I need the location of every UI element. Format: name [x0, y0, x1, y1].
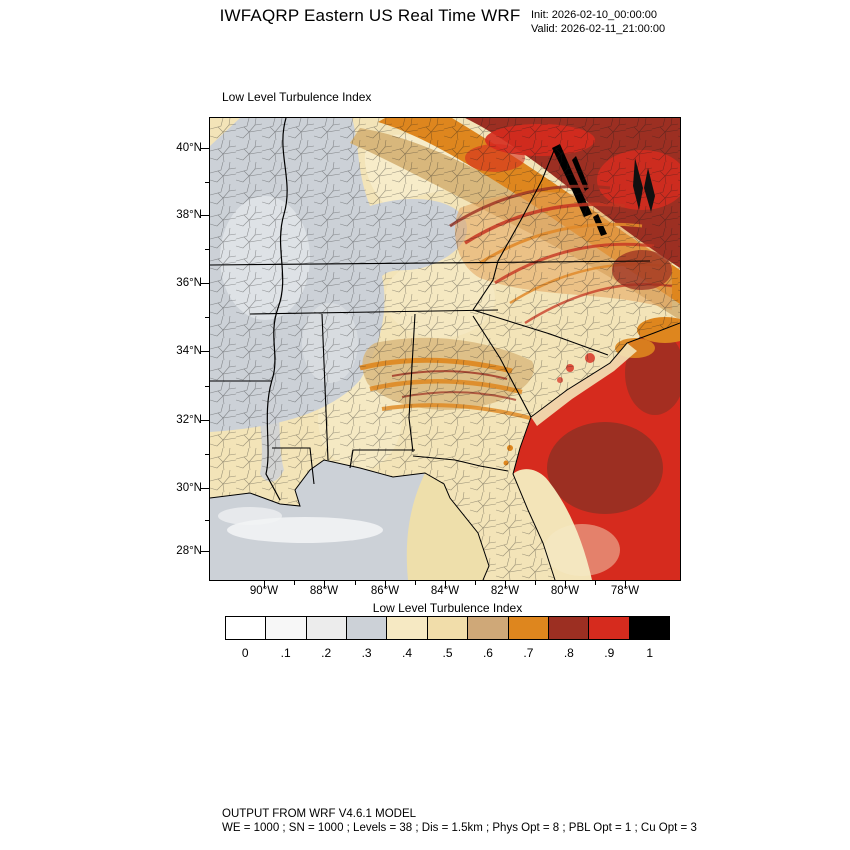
y-minor-tick-mark	[205, 317, 209, 318]
x-minor-tick-mark	[415, 581, 416, 585]
colorbar-cell	[346, 616, 388, 640]
y-minor-tick-mark	[205, 181, 209, 183]
page-title: IWFAQRP Eastern US Real Time WRF	[219, 6, 521, 25]
x-tick-mark	[385, 581, 386, 588]
colorbar-tick-label: 0	[241, 646, 249, 660]
x-minor-tick-mark	[354, 581, 356, 585]
init-timestamp: Init: 2026-02-10_00:00:00	[531, 9, 657, 21]
x-tick-mark	[324, 581, 325, 588]
y-tick-mark	[201, 551, 209, 552]
colorbar-cell	[507, 616, 549, 640]
colorbar-cell	[225, 616, 267, 640]
x-axis-label: 86°W	[370, 585, 400, 597]
colorbar-tick-label: .9	[604, 646, 615, 660]
y-minor-tick-mark	[205, 385, 209, 387]
y-axis-label: 28°N	[176, 545, 202, 557]
x-minor-tick-mark	[294, 581, 295, 585]
x-axis-label: 82°W	[490, 585, 520, 597]
footer-model-line: OUTPUT FROM WRF V4.6.1 MODEL	[222, 808, 417, 820]
map-frame	[209, 117, 693, 581]
y-axis-label: 30°N	[176, 482, 202, 494]
y-tick-mark	[201, 148, 209, 149]
x-tick-mark	[264, 581, 265, 588]
map-canvas	[209, 117, 693, 581]
y-axis-label: 34°N	[176, 345, 202, 357]
colorbar-cell	[588, 616, 630, 640]
colorbar-cell	[547, 616, 590, 640]
y-minor-tick-mark	[205, 519, 209, 521]
y-minor-tick-mark	[205, 249, 209, 250]
y-axis-label: 38°N	[176, 209, 202, 221]
y-minor-tick-mark	[205, 454, 209, 455]
y-tick-mark	[201, 283, 209, 284]
y-tick-mark	[201, 488, 209, 489]
colorbar-cell	[265, 616, 307, 640]
colorbar-cell	[467, 616, 509, 640]
colorbar-tick-label: .4	[402, 646, 413, 660]
valid-timestamp: Valid: 2026-02-11_21:00:00	[531, 23, 666, 35]
footer-config-line: WE = 1000 ; SN = 1000 ; Levels = 38 ; Di…	[222, 822, 697, 834]
colorbar	[225, 616, 670, 640]
x-minor-tick-mark	[475, 581, 476, 585]
x-axis-label: 78°W	[610, 585, 640, 597]
colorbar-tick-label: .5	[442, 646, 453, 660]
colorbar-tick-label: .2	[321, 646, 332, 660]
y-axis-label: 36°N	[176, 277, 202, 289]
colorbar-tick-label: .8	[563, 646, 574, 660]
colorbar-cell	[305, 616, 348, 640]
y-tick-mark	[201, 351, 209, 352]
colorbar-tick-label: 1	[646, 646, 654, 660]
colorbar-tick-label: .6	[482, 646, 493, 660]
x-tick-mark	[505, 581, 506, 588]
colorbar-tick-label: .7	[523, 646, 534, 660]
colorbar-tick-label: .1	[280, 646, 291, 660]
colorbar-cell	[628, 616, 670, 640]
x-axis-label: 88°W	[309, 585, 339, 597]
x-minor-tick-mark	[535, 581, 536, 585]
y-tick-mark	[201, 420, 209, 421]
colorbar-cell	[386, 616, 428, 640]
x-axis-label: 80°W	[550, 585, 580, 597]
x-axis-label: 90°W	[249, 585, 279, 597]
x-minor-tick-mark	[595, 581, 596, 585]
y-axis-label: 40°N	[176, 142, 202, 154]
colorbar-title: Low Level Turbulence Index	[372, 601, 523, 615]
y-axis-label: 32°N	[176, 414, 202, 426]
x-axis-label: 84°W	[430, 585, 460, 597]
x-tick-mark	[445, 581, 446, 588]
colorbar-cell	[426, 616, 469, 640]
colorbar-tick-label: .3	[361, 646, 372, 660]
colorbar-labels: 0 .1 .2 .3 .4 .5 .6 .7 .8 .9 1	[225, 646, 670, 660]
x-tick-mark	[625, 581, 626, 588]
y-tick-mark	[201, 215, 209, 216]
x-tick-mark	[565, 581, 566, 588]
field-label: Low Level Turbulence Index	[222, 90, 372, 104]
